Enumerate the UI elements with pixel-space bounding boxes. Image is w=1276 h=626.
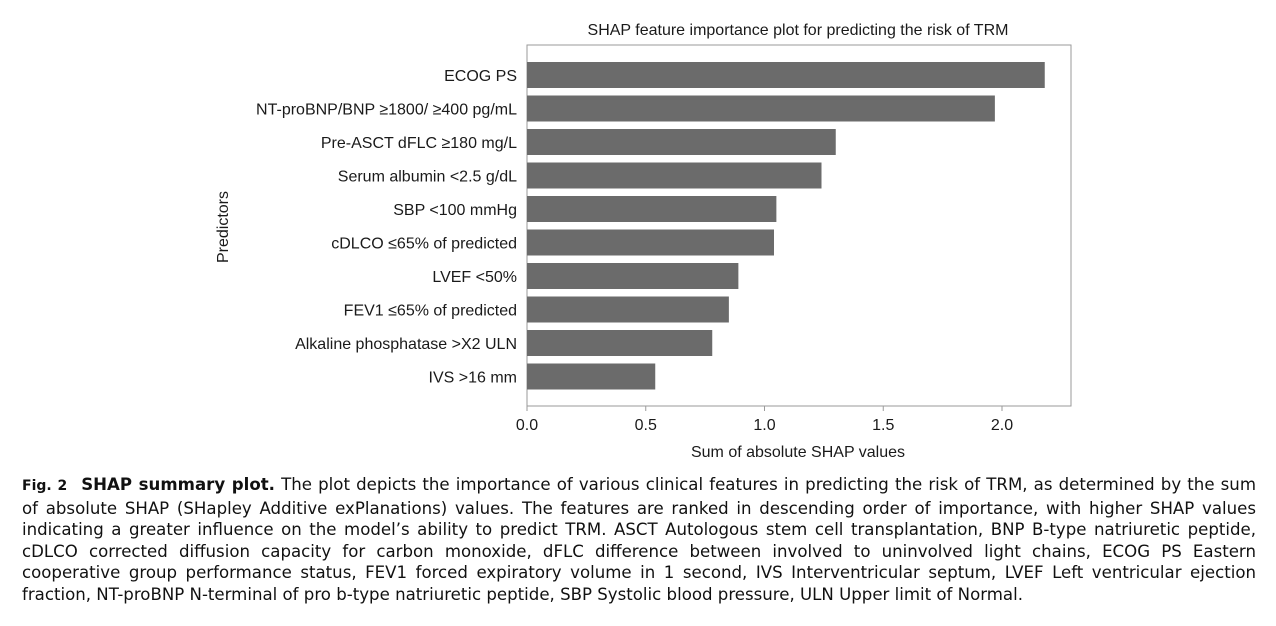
- x-axis-label: Sum of absolute SHAP values: [691, 444, 905, 461]
- category-label-3: Serum albumin <2.5 g/dL: [338, 169, 517, 186]
- category-label-8: Alkaline phosphatase >X2 ULN: [295, 336, 517, 353]
- bar-1: [527, 95, 995, 122]
- x-tick-label-1: 0.5: [635, 417, 657, 434]
- x-tick-label-3: 1.5: [872, 417, 894, 434]
- x-axis: 0.0 0.5 1.0 1.5 2.0: [516, 406, 1013, 434]
- x-tick-label-0: 0.0: [516, 417, 538, 434]
- x-tick-label-2: 1.0: [753, 417, 775, 434]
- caption-body: The plot depicts the importance of vario…: [22, 475, 1256, 604]
- bars-layer: [527, 62, 1045, 390]
- y-axis-label: Predictors: [215, 191, 232, 263]
- bar-3: [527, 162, 822, 189]
- bar-2: [527, 129, 836, 155]
- bar-8: [527, 330, 713, 356]
- plot-frame: [526, 44, 1072, 407]
- category-label-2: Pre-ASCT dFLC ≥180 mg/L: [321, 135, 517, 152]
- figure-caption: Fig. 2 SHAP summary plot. The plot depict…: [22, 474, 1256, 605]
- category-label-9: IVS >16 mm: [429, 370, 517, 387]
- x-tick-label-4: 2.0: [991, 417, 1013, 434]
- figure-label: Fig. 2: [22, 478, 68, 494]
- category-label-4: SBP <100 mmHg: [393, 202, 517, 219]
- bar-9: [527, 363, 656, 390]
- category-label-1: NT-proBNP/BNP ≥1800/ ≥400 pg/mL: [256, 102, 517, 119]
- shap-bar-chart: SHAP feature importance plot for predict…: [215, 22, 1072, 461]
- category-label-0: ECOG PS: [444, 68, 517, 85]
- bar-0: [527, 62, 1045, 88]
- category-label-5: cDLCO ≤65% of predicted: [331, 236, 517, 253]
- chart-title: SHAP feature importance plot for predict…: [588, 22, 1009, 39]
- bar-7: [527, 296, 729, 323]
- category-label-7: FEV1 ≤65% of predicted: [344, 303, 517, 320]
- caption-heading: SHAP summary plot.: [81, 475, 275, 494]
- bar-5: [527, 229, 774, 256]
- category-label-6: LVEF <50%: [432, 269, 517, 286]
- category-labels: ECOG PS NT-proBNP/BNP ≥1800/ ≥400 pg/mL Pr…: [256, 68, 517, 387]
- bar-6: [527, 263, 739, 289]
- bar-4: [527, 196, 777, 222]
